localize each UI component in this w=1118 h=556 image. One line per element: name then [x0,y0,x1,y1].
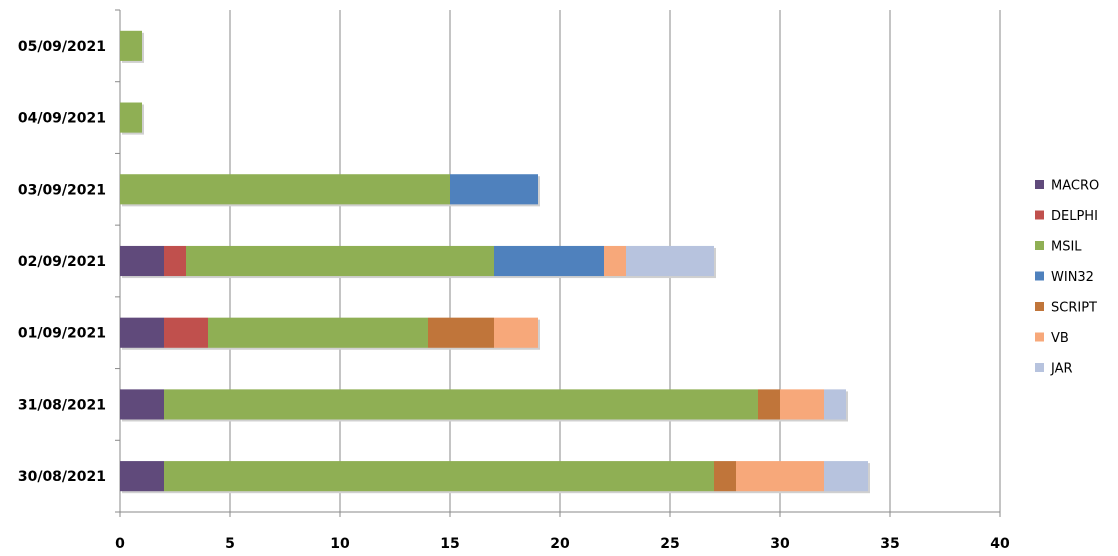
bar-segment-macro [120,317,164,348]
bar-segment-script [428,317,494,348]
legend-label: MSIL [1051,240,1082,255]
bar-segment-script [758,389,780,420]
x-tick-label: 40 [990,536,1010,552]
legend: MACRO DELPHI MSIL WIN32 SCRIPT VB JAR [1035,179,1099,377]
bar-segment-macro [120,389,164,420]
legend-label: JAR [1050,362,1073,377]
bar-segment-delphi [164,245,186,277]
legend-swatch-msil [1035,241,1044,250]
x-tick-label: 10 [330,536,350,552]
legend-label: MACRO [1051,179,1099,194]
bar-segment-msil [186,245,494,277]
category-label: 02/09/2021 [18,254,106,270]
x-tick-label: 5 [225,536,235,552]
bar-segment-delphi [164,317,208,348]
bar-segment-msil [120,174,450,205]
bar-segment-vb [780,389,824,420]
x-tick-label: 20 [550,536,570,552]
category-label: 04/09/2021 [18,111,106,127]
category-labels: 05/09/2021 04/09/2021 03/09/2021 02/09/2021… [18,39,106,485]
bar-segment-vb [736,461,824,492]
category-label: 03/09/2021 [18,182,106,198]
bar-segment-vb [494,317,538,348]
legend-swatch-script [1035,302,1044,311]
x-tick-label: 30 [770,536,790,552]
bar-segment-macro [120,245,164,277]
category-label: 05/09/2021 [18,39,106,55]
legend-swatch-macro [1035,180,1044,189]
bar-segment-msil [208,317,428,348]
category-label: 31/08/2021 [18,397,106,413]
bar-segment-script [714,461,736,492]
legend-swatch-win32 [1035,271,1044,281]
legend-label: DELPHI [1051,209,1098,224]
legend-label: VB [1051,331,1069,346]
bar-segment-jar [626,245,714,277]
category-label: 30/08/2021 [18,469,106,485]
x-tick-label: 0 [115,536,125,552]
legend-label: SCRIPT [1051,301,1097,316]
x-tick-labels: 0 5 10 15 20 25 30 35 40 [115,536,1010,552]
bar-segment-msil [120,102,142,133]
x-tick-label: 35 [880,536,899,552]
bar-segment-msil [164,461,714,492]
bar-segment-jar [824,389,846,420]
bar-segment-msil [120,30,142,61]
legend-swatch-delphi [1035,210,1044,220]
x-tick-label: 25 [660,536,679,552]
legend-swatch-jar [1035,363,1044,372]
bar-segment-vb [604,245,626,277]
legend-label: WIN32 [1051,270,1094,285]
legend-swatch-vb [1035,332,1044,342]
bars [120,30,870,494]
x-tick-label: 15 [440,536,459,552]
bar-segment-macro [120,461,164,492]
bar-segment-msil [164,389,758,420]
bar-segment-jar [824,461,868,492]
bar-segment-win32 [450,174,538,205]
category-label: 01/09/2021 [18,326,106,342]
bar-segment-win32 [494,245,604,277]
